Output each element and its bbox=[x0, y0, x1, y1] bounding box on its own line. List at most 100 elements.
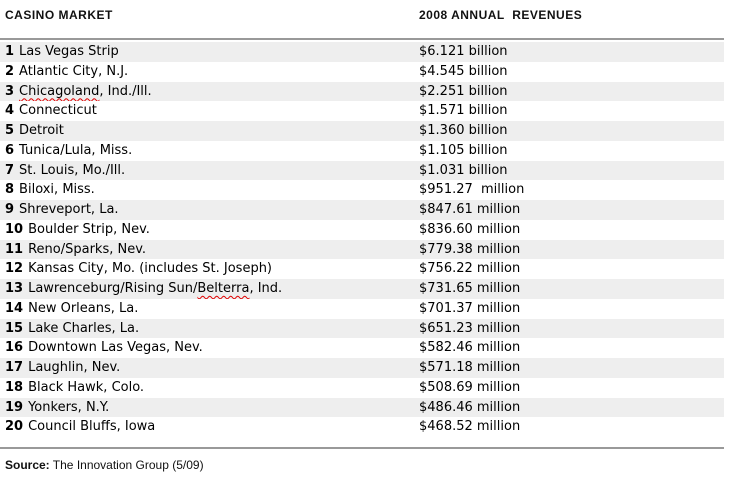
revenue-cell: $951.27 million bbox=[419, 182, 525, 198]
row-rank: 17 bbox=[5, 360, 24, 375]
source-label: Source: bbox=[5, 458, 50, 472]
market-cell: 14 New Orleans, La. bbox=[0, 299, 419, 319]
revenue-cell: $836.60 million bbox=[419, 221, 521, 237]
market-cell: 20 Council Bluffs, Iowa bbox=[0, 417, 419, 437]
market-name: Reno/Sparks, Nev. bbox=[28, 241, 147, 257]
market-cell: 17 Laughlin, Nev. bbox=[0, 358, 419, 378]
market-cell: 7 St. Louis, Mo./Ill. bbox=[0, 161, 419, 181]
table-row: 14 New Orleans, La. $701.37 million bbox=[0, 299, 724, 319]
market-cell: 5 Detroit bbox=[0, 121, 419, 141]
revenue-cell: $1.571 billion bbox=[419, 103, 508, 119]
revenue-cell: $1.360 billion bbox=[419, 123, 508, 138]
revenue-cell: $468.52 million bbox=[419, 419, 521, 435]
revenue-cell: $651.23 million bbox=[419, 320, 521, 336]
market-name: Council Bluffs, Iowa bbox=[28, 419, 156, 435]
market-name: Detroit bbox=[19, 123, 64, 138]
table-row: 12 Kansas City, Mo. (includes St. Joseph)… bbox=[0, 259, 724, 279]
revenue-cell: $6.121 billion bbox=[419, 44, 508, 59]
market-cell: 11 Reno/Sparks, Nev. bbox=[0, 240, 419, 260]
market-cell: 3 Chicagoland, Ind./Ill. bbox=[0, 82, 419, 102]
market-name: Black Hawk, Colo. bbox=[28, 379, 145, 395]
market-name: Atlantic City, N.J. bbox=[19, 63, 129, 79]
market-cell: 8 Biloxi, Miss. bbox=[0, 180, 419, 200]
market-name: Laughlin, Nev. bbox=[28, 360, 121, 375]
table-row: 2 Atlantic City, N.J. $4.545 billion bbox=[0, 62, 724, 82]
market-name: Connecticut bbox=[19, 103, 97, 119]
table-row: 19 Yonkers, N.Y. $486.46 million bbox=[0, 397, 724, 418]
market-cell: 16 Downtown Las Vegas, Nev. bbox=[0, 338, 419, 358]
revenue-cell: $486.46 million bbox=[419, 399, 521, 415]
market-cell: 10 Boulder Strip, Nev. bbox=[0, 220, 419, 240]
revenue-cell: $1.105 billion bbox=[419, 142, 508, 158]
row-rank: 13 bbox=[5, 281, 24, 296]
revenue-cell: $2.251 billion bbox=[419, 83, 508, 99]
table-header: CASINO MARKET 2008 ANNUAL REVENUES bbox=[0, 8, 740, 22]
column-header-casino-market: CASINO MARKET bbox=[5, 8, 113, 22]
table-row: 3 Chicagoland, Ind./Ill. $2.251 billion bbox=[0, 81, 724, 102]
revenue-cell: $731.65 million bbox=[419, 281, 521, 296]
market-name: Downtown Las Vegas, Nev. bbox=[28, 340, 203, 356]
table-row: 20 Council Bluffs, Iowa $468.52 million bbox=[0, 417, 724, 437]
table-row: 16 Downtown Las Vegas, Nev. $582.46 millio… bbox=[0, 338, 724, 358]
market-name: Boulder Strip, Nev. bbox=[28, 221, 150, 237]
row-rank: 18 bbox=[5, 379, 24, 395]
market-name-suffix: , Ind./Ill. bbox=[99, 83, 152, 99]
row-rank: 8 bbox=[5, 182, 15, 198]
table-row: 18 Black Hawk, Colo. $508.69 million bbox=[0, 378, 724, 398]
table-row: 17 Laughlin, Nev. $571.18 million bbox=[0, 358, 724, 378]
column-header-annual-revenues: 2008 ANNUAL REVENUES bbox=[419, 8, 583, 22]
row-rank: 15 bbox=[5, 320, 24, 336]
revenue-cell: $701.37 million bbox=[419, 300, 521, 316]
row-rank: 10 bbox=[5, 221, 24, 237]
footer-divider bbox=[0, 447, 724, 449]
row-rank: 9 bbox=[5, 202, 15, 217]
market-cell: 2 Atlantic City, N.J. bbox=[0, 62, 419, 82]
table-row: 8 Biloxi, Miss. $951.27 million bbox=[0, 180, 724, 200]
revenue-cell: $779.38 million bbox=[419, 241, 521, 257]
market-cell: 9 Shreveport, La. bbox=[0, 200, 419, 220]
market-name: Biloxi, Miss. bbox=[19, 182, 95, 198]
market-cell: 1 Las Vegas Strip bbox=[0, 42, 419, 62]
row-rank: 5 bbox=[5, 123, 15, 138]
market-name: New Orleans, La. bbox=[28, 300, 139, 316]
source-line: Source: The Innovation Group (5/09) bbox=[0, 458, 740, 472]
market-cell: 18 Black Hawk, Colo. bbox=[0, 378, 419, 398]
market-cell: 13 Lawrenceburg/Rising Sun/Belterra, Ind. bbox=[0, 279, 419, 299]
row-rank: 2 bbox=[5, 63, 15, 79]
revenue-cell: $847.61 million bbox=[419, 202, 521, 217]
row-rank: 19 bbox=[5, 399, 24, 415]
market-name: Yonkers, N.Y. bbox=[28, 399, 110, 415]
source-text: The Innovation Group (5/09) bbox=[49, 458, 204, 472]
table-row: 5 Detroit $1.360 billion bbox=[0, 121, 724, 141]
row-rank: 14 bbox=[5, 300, 24, 316]
market-name: Lake Charles, La. bbox=[28, 320, 140, 336]
market-cell: 19 Yonkers, N.Y. bbox=[0, 398, 419, 418]
row-rank: 20 bbox=[5, 419, 24, 435]
table-row: 6 Tunica/Lula, Miss. $1.105 billion bbox=[0, 141, 724, 161]
market-name-misspelled: Belterra bbox=[197, 281, 250, 296]
market-name: Shreveport, La. bbox=[19, 202, 119, 217]
market-name: Lawrenceburg/Rising Sun/ bbox=[28, 281, 198, 296]
market-name: St. Louis, Mo./Ill. bbox=[19, 162, 126, 178]
market-cell: 4 Connecticut bbox=[0, 101, 419, 121]
revenue-cell: $1.031 billion bbox=[419, 162, 508, 178]
table-row: 11 Reno/Sparks, Nev. $779.38 million bbox=[0, 239, 724, 260]
table-row: 7 St. Louis, Mo./Ill. $1.031 billion bbox=[0, 160, 724, 181]
row-rank: 11 bbox=[5, 241, 24, 257]
market-name: Las Vegas Strip bbox=[19, 44, 119, 59]
row-rank: 3 bbox=[5, 83, 15, 99]
market-cell: 6 Tunica/Lula, Miss. bbox=[0, 141, 419, 161]
revenue-cell: $571.18 million bbox=[419, 360, 521, 375]
revenue-cell: $582.46 million bbox=[419, 340, 521, 356]
market-name-suffix: , Ind. bbox=[249, 281, 283, 296]
market-cell: 15 Lake Charles, La. bbox=[0, 319, 419, 339]
table-row: 10 Boulder Strip, Nev. $836.60 million bbox=[0, 220, 724, 240]
revenue-cell: $4.545 billion bbox=[419, 63, 508, 79]
row-rank: 16 bbox=[5, 340, 24, 356]
row-rank: 7 bbox=[5, 162, 15, 178]
market-cell: 12 Kansas City, Mo. (includes St. Joseph) bbox=[0, 259, 419, 279]
revenue-cell: $508.69 million bbox=[419, 379, 521, 395]
table-row: 1 Las Vegas Strip $6.121 billion bbox=[0, 42, 724, 62]
row-rank: 6 bbox=[5, 142, 15, 158]
